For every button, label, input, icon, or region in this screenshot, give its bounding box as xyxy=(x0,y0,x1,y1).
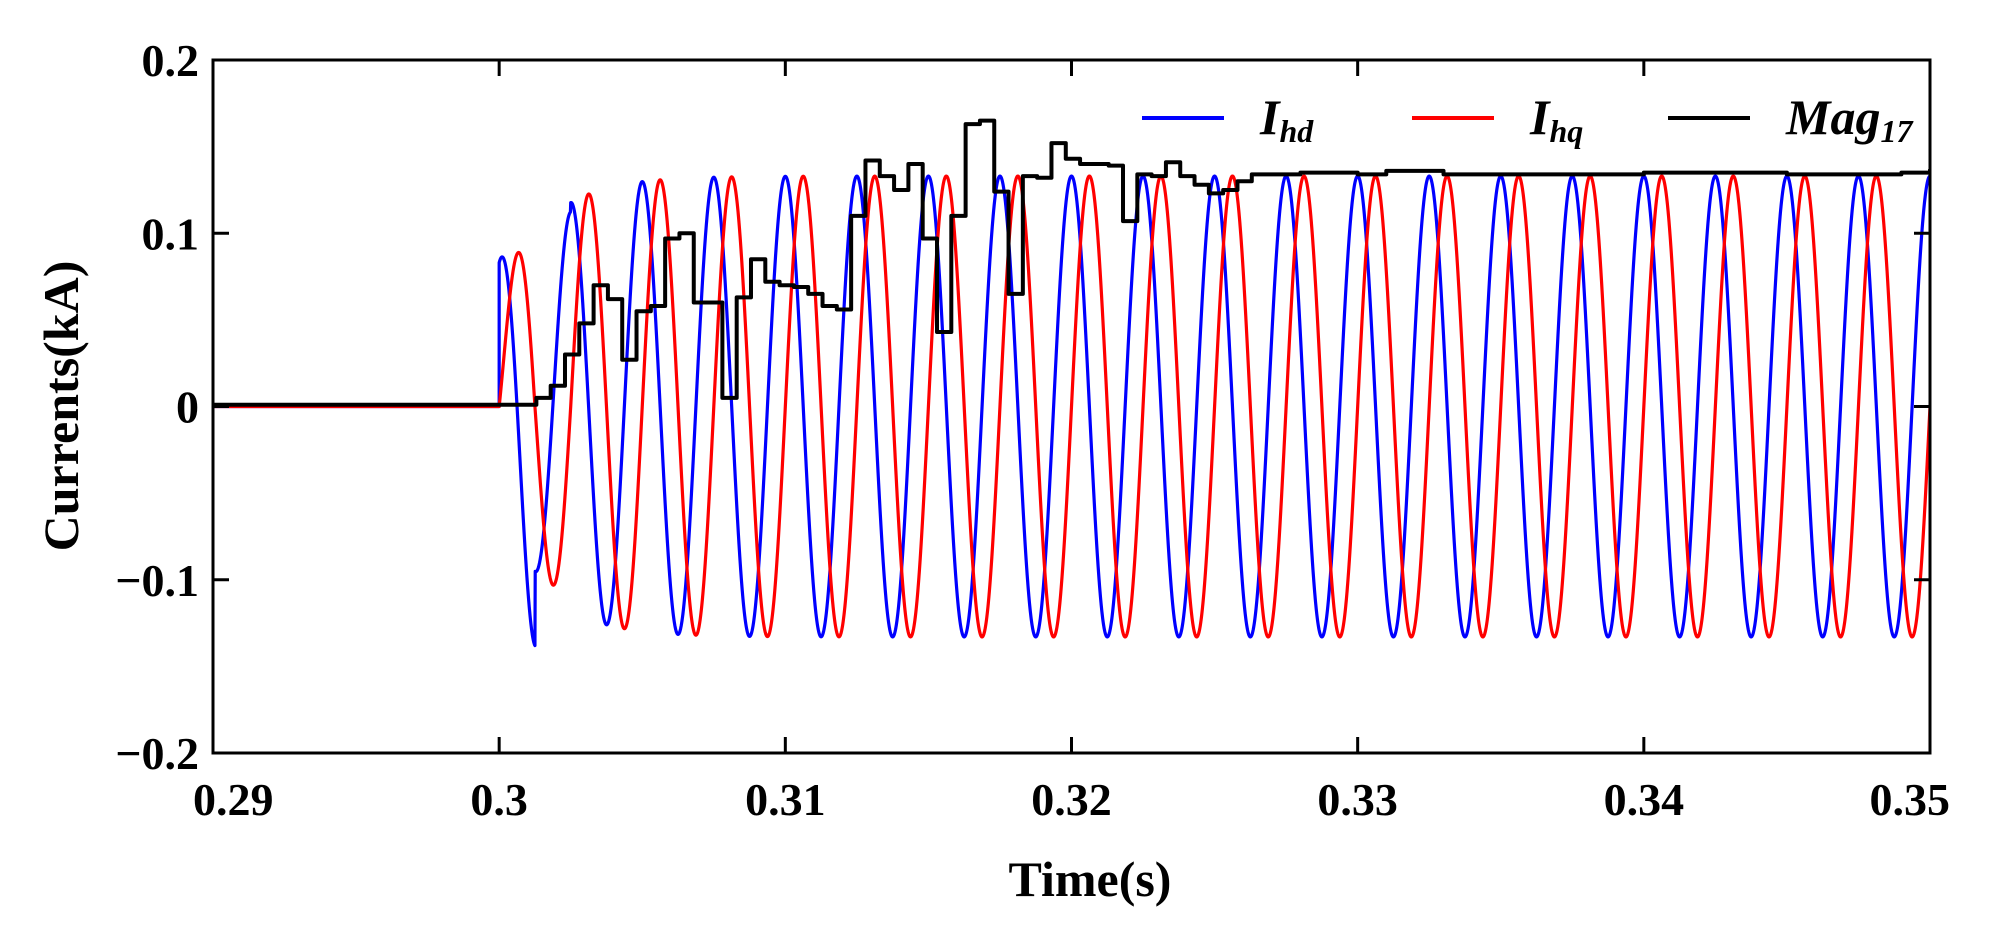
ticks-layer xyxy=(211,58,1932,755)
x-tick-label: 0.3 xyxy=(470,774,528,825)
series-layer xyxy=(213,118,1930,648)
y-tick-label: −0.1 xyxy=(115,555,199,606)
legend-label-subscript: 17 xyxy=(1880,113,1914,149)
y-tick-label: 0 xyxy=(176,382,199,433)
x-tick-label: 0.32 xyxy=(1031,774,1112,825)
y-tick-label: −0.2 xyxy=(115,728,199,779)
series-mag-17-line xyxy=(213,118,1930,407)
y-tick-label: 0.2 xyxy=(142,35,200,86)
x-tick-label: 0.31 xyxy=(745,774,826,825)
y-tick-label: 0.1 xyxy=(142,208,200,259)
x-tick-label: 0.29 xyxy=(193,774,274,825)
legend-label-subscript: hd xyxy=(1279,113,1314,149)
x-tick-label: 0.33 xyxy=(1317,774,1398,825)
legend-label-subscript: hq xyxy=(1549,113,1583,149)
y-axis-title: Currents(kA) xyxy=(33,261,89,552)
x-tick-label: 0.34 xyxy=(1604,774,1685,825)
x-axis-title: Time(s) xyxy=(1009,851,1172,907)
x-tick-label: 0.35 xyxy=(1870,774,1951,825)
labels-layer: 0.29 0.3 0.31 0.32 0.33 0.34 0.35 −0.2 −0.1 0 0.1 0… xyxy=(115,35,1950,825)
